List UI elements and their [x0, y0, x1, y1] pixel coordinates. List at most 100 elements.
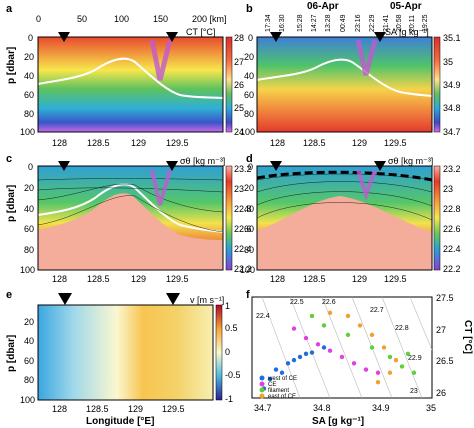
isopycnal-label: 22.7	[370, 307, 384, 314]
panel-a-ylabel: p [dbar]	[6, 47, 17, 84]
panel-e: e p [dbar] 20 40 60 80 100 128 128.5 129…	[6, 289, 241, 427]
panel-b-filament	[355, 39, 378, 76]
x-tick: 128.5	[303, 274, 326, 284]
y-tick: 80	[24, 375, 34, 385]
scatter-point	[369, 332, 375, 338]
y-tick: 40	[244, 204, 254, 214]
panel-d-marker-right	[374, 161, 386, 171]
scatter-point	[267, 376, 273, 382]
panel-e-field	[38, 305, 213, 400]
panel-a-field	[38, 37, 223, 132]
cbar-tick: 22.8	[234, 204, 252, 214]
scatter-point	[297, 354, 303, 360]
x-tick: 129	[128, 404, 143, 414]
y-tick: 27.5	[436, 293, 454, 303]
isopycnal-label: 22.5	[290, 299, 304, 306]
legend-marker-filament	[259, 387, 265, 393]
panel-a-mixed-layer-line	[37, 57, 224, 99]
panel-e-marker-right	[166, 293, 180, 305]
panel-b-y-ticks: 0 20 40 60 80 100	[240, 33, 255, 137]
panel-e-ylabel: p [dbar]	[6, 335, 17, 372]
cbar-tick: 23	[234, 184, 244, 194]
x-tick: 128	[52, 274, 67, 284]
panel-f-y-ticks: 27.5 27 26.5 26	[436, 293, 454, 398]
y-tick: 0	[28, 162, 33, 172]
cbar-tick: 22.8	[443, 204, 461, 214]
scatter-point	[387, 370, 393, 375]
time-label: 16:30	[279, 14, 286, 32]
y-tick: 80	[24, 109, 34, 119]
scatter-point	[369, 345, 375, 350]
scatter-point	[273, 367, 279, 372]
panel-b-top-times: 17:34 16:30 15:28 14:27 13:28 00:49 23:1…	[265, 14, 429, 32]
panel-b-date-2: 05-Apr	[390, 1, 422, 12]
panel-a-marker-left	[58, 32, 70, 42]
scatter-point	[357, 323, 363, 328]
cbar-tick: 27	[234, 57, 244, 67]
cbar-tick: 22.6	[234, 224, 252, 234]
scatter-point	[375, 380, 381, 385]
x-tick: 128	[52, 404, 67, 414]
cbar-tick: 0	[225, 347, 230, 357]
panel-c-marker-left	[58, 161, 70, 171]
y-tick: 26	[436, 388, 446, 398]
panel-a-frame	[37, 36, 224, 133]
scatter-point	[345, 332, 351, 338]
panel-b-marker-right	[374, 32, 386, 42]
y-tick: 80	[244, 245, 254, 255]
cbar-tick: 0.5	[225, 323, 238, 333]
cbar-tick: -0.5	[225, 370, 241, 380]
panel-a-top-ticks: 0 50 100 150 200 [km]	[36, 14, 227, 24]
panel-e-frame	[37, 304, 214, 401]
y-tick: 20	[24, 317, 34, 327]
x-tick: 129.5	[162, 404, 185, 414]
panel-c-colorbar	[225, 165, 233, 271]
panel-d: d 0 20 40 60 80 100 128 128.5 129 129.5 …	[240, 153, 461, 284]
panel-b-var-label: SA [g kg⁻¹]	[385, 27, 429, 37]
y-tick: 60	[24, 356, 34, 366]
panel-a: a p [dbar] 0 50 100 150 200 [km] 0 20 40…	[6, 3, 244, 148]
scatter-point	[411, 370, 417, 375]
scatter-point	[399, 364, 405, 369]
scatter-point	[387, 354, 393, 360]
panel-b-colorbar	[433, 36, 441, 133]
panel-c-var-label: σθ [kg m⁻³]	[180, 156, 225, 166]
cbar-tick: 34.9	[443, 80, 461, 90]
top-tick: 200 [km]	[192, 14, 227, 24]
legend-marker-west	[259, 375, 265, 381]
panel-b-letter: b	[246, 3, 253, 15]
panel-a-var-label: CT [°C]	[186, 27, 215, 37]
legend-ce: CE	[268, 382, 276, 388]
x-tick: 34.7	[254, 403, 272, 413]
legend-east: east of CE	[268, 394, 296, 400]
time-label: 21:41	[383, 14, 390, 32]
x-tick: 129	[352, 274, 367, 284]
scatter-point	[291, 326, 297, 331]
time-label: 17:34	[265, 14, 272, 32]
panel-a-cbar-ticks: 28 27 26 25 24	[234, 33, 244, 137]
panel-d-deep-layer	[257, 196, 432, 270]
y-tick: 100	[20, 127, 35, 137]
y-tick: 0	[248, 33, 253, 43]
legend-marker-east	[259, 393, 265, 399]
x-tick: 129	[131, 274, 146, 284]
x-tick: 129	[352, 138, 367, 148]
top-tick: 0	[36, 14, 41, 24]
x-tick: 128	[270, 138, 285, 148]
x-tick: 34.8	[313, 403, 331, 413]
y-tick: 26.5	[436, 356, 454, 366]
x-tick: 129.5	[384, 274, 407, 284]
panel-d-x-ticks: 128 128.5 129 129.5	[270, 274, 407, 284]
isopycnal-label: 22.8	[395, 325, 409, 332]
legend-marker-ce	[259, 381, 265, 387]
panel-f-letter: f	[246, 289, 250, 301]
cbar-tick: 23	[443, 184, 453, 194]
time-label: 00:49	[340, 14, 347, 32]
top-tick: 100	[114, 14, 129, 24]
scatter-point	[345, 313, 351, 319]
scatter-point	[375, 370, 381, 375]
panel-c-marker-right	[166, 161, 178, 171]
time-label: 20:11	[409, 15, 416, 32]
y-tick: 60	[244, 90, 254, 100]
isopycnal-label: 22.9	[408, 355, 422, 362]
